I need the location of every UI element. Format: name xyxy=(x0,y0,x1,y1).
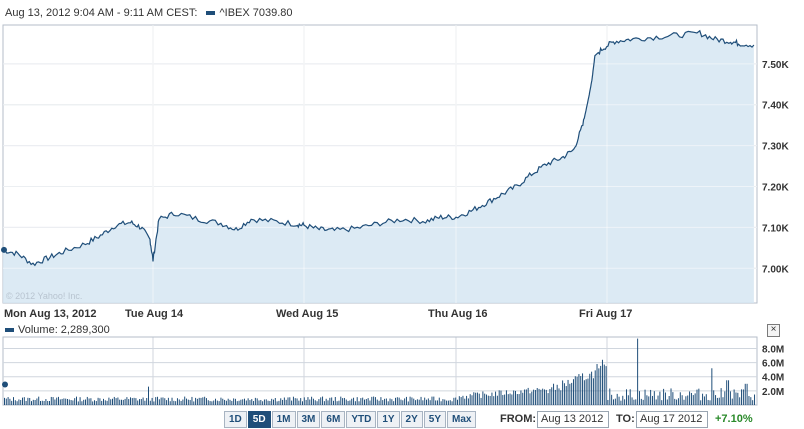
price-line xyxy=(2,29,755,267)
range-button-2y[interactable]: 2Y xyxy=(400,411,423,428)
volume-tick-label: 2.0M xyxy=(762,387,784,398)
chart-header: Aug 13, 2012 9:04 AM - 9:11 AM CEST: ^IB… xyxy=(5,7,293,19)
to-date-input[interactable]: Aug 17 2012 xyxy=(636,411,708,428)
volume-tick-label: 4.0M xyxy=(762,373,784,384)
range-button-1d[interactable]: 1D xyxy=(224,411,247,428)
series-label: ^IBEX 7039.80 xyxy=(219,7,293,19)
close-volume-icon[interactable]: × xyxy=(767,324,780,337)
range-button-5d[interactable]: 5D xyxy=(247,411,271,428)
x-tick-label: Thu Aug 16 xyxy=(428,308,487,320)
range-selector: 1D 5D 1M 3M 6M YTD 1Y 2Y 5Y Max xyxy=(224,411,477,428)
volume-tick-label: 6.0M xyxy=(762,359,784,370)
percent-change: +7.10% xyxy=(715,413,753,425)
x-tick-label: Mon Aug 13, 2012 xyxy=(4,308,97,320)
range-button-1m[interactable]: 1M xyxy=(271,411,296,428)
range-button-6m[interactable]: 6M xyxy=(321,411,346,428)
from-label: FROM: xyxy=(500,413,537,425)
x-tick-label: Wed Aug 15 xyxy=(276,308,338,320)
y-tick-label: 7.30K xyxy=(762,142,789,153)
range-button-max[interactable]: Max xyxy=(447,411,477,428)
y-tick-label: 7.40K xyxy=(762,101,789,112)
range-button-3m[interactable]: 3M xyxy=(296,411,321,428)
range-button-ytd[interactable]: YTD xyxy=(346,411,377,428)
volume-header: Volume: 2,289,300 xyxy=(5,324,110,336)
series-legend: ^IBEX 7039.80 xyxy=(206,7,293,19)
range-button-5y[interactable]: 5Y xyxy=(423,411,447,428)
x-tick-label: Tue Aug 14 xyxy=(125,308,184,320)
range-button-1y[interactable]: 1Y xyxy=(377,411,400,428)
from-date-input[interactable]: Aug 13 2012 xyxy=(537,411,609,428)
y-tick-label: 7.10K xyxy=(762,223,789,234)
y-tick-label: 7.00K xyxy=(762,264,789,275)
volume-plot-frame xyxy=(2,336,758,406)
series-color-swatch xyxy=(206,11,216,16)
volume-label: Volume: 2,289,300 xyxy=(18,324,110,336)
y-tick-label: 7.20K xyxy=(762,182,789,193)
price-area-fill xyxy=(3,30,754,304)
y-tick-label: 7.50K xyxy=(762,60,789,71)
time-range-label: Aug 13, 2012 9:04 AM - 9:11 AM CEST: xyxy=(5,7,198,19)
volume-color-swatch xyxy=(5,328,14,333)
copyright-watermark: © 2012 Yahoo! Inc. xyxy=(6,291,83,301)
volume-current-marker xyxy=(2,381,8,388)
x-tick-label: Fri Aug 17 xyxy=(579,308,632,320)
volume-tick-label: 8.0M xyxy=(762,344,784,355)
to-label: TO: xyxy=(616,413,635,425)
current-point-marker xyxy=(1,246,7,253)
